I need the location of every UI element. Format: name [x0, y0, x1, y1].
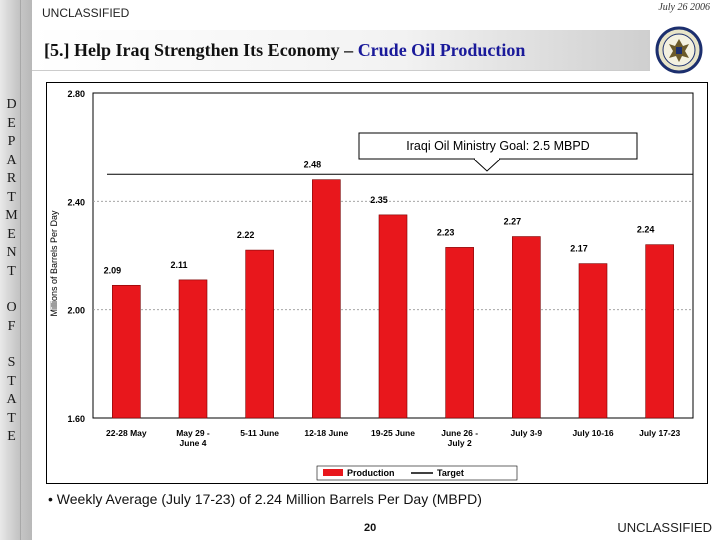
goal-annotation: Iraqi Oil Ministry Goal: 2.5 MBPD [358, 132, 638, 172]
bar-production [578, 263, 608, 419]
bar-production [445, 247, 474, 419]
x-tick-label: July 2 [448, 438, 472, 448]
legend-swatch-production [323, 469, 343, 476]
dept-letter: E [7, 115, 17, 131]
bar-production [112, 284, 141, 419]
data-label: 2.23 [437, 227, 455, 237]
data-label: 2.35 [370, 195, 388, 205]
bar-production [245, 249, 274, 419]
title-accent: Crude Oil Production [357, 40, 526, 60]
department-seal-icon [655, 26, 703, 74]
bar-production [178, 279, 208, 419]
dept-letter: A [6, 392, 18, 407]
x-tick-label: June 4 [180, 438, 207, 448]
dept-letter: D [6, 97, 18, 112]
dept-letter [3, 281, 21, 299]
weekly-average-bullet: • Weekly Average (July 17-23) of 2.24 Mi… [48, 491, 482, 507]
data-label: 2.24 [637, 225, 655, 235]
dept-letter: T [7, 373, 17, 389]
dept-letter: P [7, 134, 17, 149]
legend-label-target: Target [437, 468, 464, 478]
x-tick-label: May 29 - [176, 428, 210, 438]
dept-letter: T [7, 410, 17, 426]
y-tick-label: 1.60 [67, 414, 85, 424]
dept-letter [3, 336, 21, 354]
dept-letter: E [7, 226, 17, 242]
bar-production [512, 236, 541, 419]
goal-pointer [473, 158, 501, 172]
goal-text: Iraqi Oil Ministry Goal: 2.5 MBPD [406, 139, 589, 153]
side-stripe [0, 0, 32, 540]
dept-letter: S [7, 355, 17, 370]
dept-letter: T [7, 189, 17, 205]
y-tick-label: 2.00 [67, 306, 85, 316]
title-main: Help Iraq Strengthen Its Economy – [74, 40, 354, 60]
dept-letter: F [7, 318, 17, 334]
date: July 26 2006 [658, 2, 710, 13]
page-number: 20 [364, 522, 377, 534]
data-label: 2.27 [504, 217, 522, 227]
dept-letter: O [6, 300, 18, 315]
x-tick-label: 5-11 June [240, 428, 279, 438]
dept-letter: E [7, 429, 17, 444]
y-tick-label: 2.80 [67, 89, 85, 99]
bar-production [645, 244, 674, 419]
axis-layer: 1.60 2.00 2.40 2.80 Millions of Barrels Per … [49, 89, 680, 448]
side-stripe-inner [6, 0, 21, 540]
data-label: 2.17 [570, 244, 588, 254]
bar-layer: 2.09 2.11 2.22 2.48 2.35 2.23 2.27 2.17 2.24 [104, 160, 674, 419]
x-tick-label: June 26 - [441, 428, 478, 438]
data-label: 2.22 [237, 230, 255, 240]
y-axis-label: Millions of Barrels Per Day [49, 210, 59, 317]
slide-number: [5.] [44, 40, 70, 60]
slide-title: [5.] Help Iraq Strengthen Its Economy – … [44, 40, 525, 61]
dept-letter: N [6, 245, 18, 260]
title-bar [32, 30, 650, 71]
dept-letter: A [6, 152, 18, 168]
x-tick-label: 19-25 June [371, 428, 415, 438]
data-label: 2.48 [304, 160, 322, 170]
legend: Production Target [316, 465, 518, 481]
x-tick-label: July 3-9 [511, 428, 543, 438]
bar-production [378, 214, 408, 419]
x-tick-label: July 10-16 [572, 428, 613, 438]
goal-box [358, 132, 638, 160]
dept-letter: R [6, 171, 18, 186]
y-tick-label: 2.40 [67, 197, 85, 207]
bar-production [312, 179, 341, 419]
classification-bottom: UNCLASSIFIED [617, 520, 712, 535]
dept-letter: T [7, 263, 17, 279]
x-tick-label: 12-18 June [304, 428, 348, 438]
data-label: 2.09 [104, 265, 122, 275]
data-label: 2.11 [170, 260, 187, 270]
legend-label-production: Production [347, 468, 395, 478]
x-tick-label: 22-28 May [106, 428, 147, 438]
production-bar-chart: 2.09 2.11 2.22 2.48 2.35 2.23 2.27 2.17 2.24 1.6… [49, 89, 694, 481]
classification-top: UNCLASSIFIED [42, 6, 130, 20]
x-tick-label: July 17-23 [639, 428, 680, 438]
dept-letter: M [5, 208, 19, 223]
chart-frame: 2.09 2.11 2.22 2.48 2.35 2.23 2.27 2.17 2.24 1.6… [46, 82, 708, 484]
